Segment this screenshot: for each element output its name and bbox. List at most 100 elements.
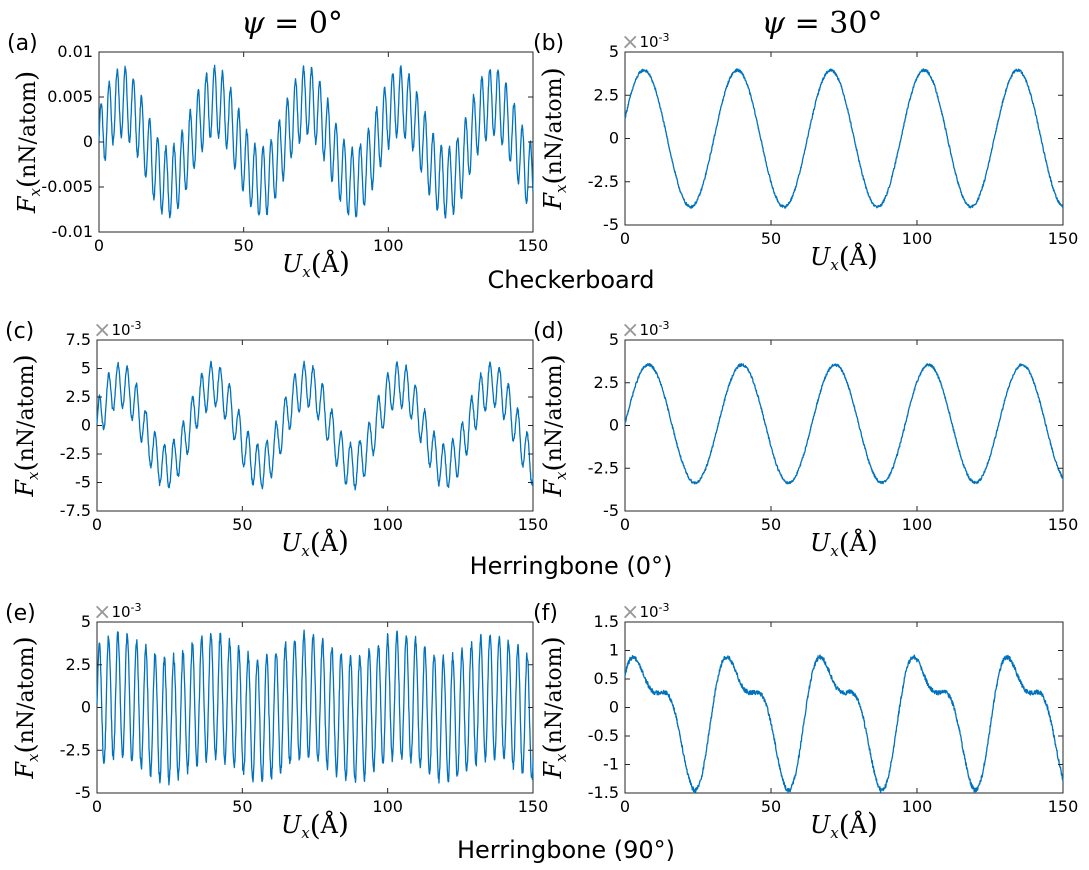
x-axis-sub-e: x [301, 824, 310, 842]
panel-b: 0 50 100 150-5-2.502.55(b) ×10-3Ux(Å)Fx(nN/a… [533, 30, 1078, 274]
y-axis-paren-close-c: ) [10, 354, 40, 364]
y-tick-label-a-0: -0.01 [52, 222, 93, 241]
x-axis-paren-close-d: ) [867, 525, 878, 558]
x-axis-paren-open-f: ( [839, 809, 850, 842]
y-tick-label-c-4: 2.5 [66, 387, 91, 406]
y-tick-label-d-4: 5 [609, 330, 619, 349]
x-axis-paren-open-d: ( [839, 527, 850, 560]
x-tick-label-f-0: 0 [620, 797, 630, 816]
x-axis-paren-open-a: ( [311, 248, 322, 281]
y-axis-var-f: F [539, 761, 567, 780]
panel-label-e: (e) [5, 601, 36, 626]
y-tick-label-b-3: 2.5 [594, 85, 619, 104]
x-tick-label-d-150: 150 [1048, 515, 1079, 534]
y-tick-label-c-6: 7.5 [66, 330, 91, 349]
x-axis-unit-a: Å [321, 249, 340, 278]
y-tick-label-f-4: 0.5 [594, 669, 619, 688]
y-tick-label-d-0: -5 [603, 501, 619, 520]
y-tick-label-c-3: 0 [81, 416, 91, 435]
x-tick-label-b-0: 0 [620, 229, 630, 248]
y-axis-label-d: Fx(nN/atom) [538, 354, 570, 497]
x-axis-unit-c: Å [320, 528, 339, 557]
x-tick-label-c-100: 100 [372, 515, 403, 534]
y-axis-label-f: Fx(nN/atom) [538, 636, 570, 779]
x-tick-label-d-100: 100 [902, 515, 933, 534]
exponent-base-c: 10 [111, 321, 130, 339]
y-axis-paren-close-f: ) [538, 636, 568, 646]
x-axis-label-c: Ux(Å) [281, 525, 349, 560]
x-axis-var-f: U [810, 811, 831, 839]
y-tick-label-a-2: 0 [83, 132, 93, 151]
y-tick-label-c-0: -7.5 [60, 501, 91, 520]
panel-e: 0 50 100 150-5-2.502.55(e) ×10-3Ux(Å)Fx(nN/a… [5, 600, 548, 842]
x-axis-sub-c: x [301, 542, 310, 560]
y-axis-label-c: Fx(nN/atom) [10, 354, 42, 497]
y-tick-label-e-4: 5 [81, 612, 91, 631]
y-tick-label-a-1: -0.005 [41, 177, 93, 196]
y-axis-unit-e: nN/atom [14, 646, 39, 743]
x-tick-label-a-100: 100 [373, 236, 404, 255]
x-tick-label-c-0: 0 [92, 515, 102, 534]
x-axis-var-c: U [281, 529, 302, 557]
x-axis-var-b: U [810, 243, 831, 271]
x-axis-paren-close-b: ) [867, 239, 878, 272]
y-tick-label-d-3: 2.5 [594, 373, 619, 392]
y-tick-label-d-2: 0 [609, 416, 619, 435]
x-axis-label-b: Ux(Å) [810, 239, 878, 274]
x-tick-label-e-100: 100 [372, 797, 403, 816]
y-tick-label-f-6: 1.5 [594, 612, 619, 631]
y-axis-sub-d: x [552, 471, 570, 480]
exponent-f: ×10-3 [621, 600, 670, 625]
row-title-herringbone-90: Herringbone (90°) [457, 836, 675, 864]
x-axis-label-d: Ux(Å) [810, 525, 878, 560]
x-axis-paren-close-a: ) [339, 246, 350, 279]
x-axis-var-d: U [810, 529, 831, 557]
y-axis-unit-a: nN/atom [16, 81, 41, 178]
y-axis-paren-open-e: ( [11, 743, 41, 753]
x-tick-label-d-50: 50 [761, 515, 781, 534]
x-axis-var-e: U [281, 811, 302, 839]
x-tick-label-b-50: 50 [761, 229, 781, 248]
y-tick-label-f-2: -0.5 [588, 726, 619, 745]
y-tick-label-f-0: -1.5 [588, 783, 619, 802]
panel-label-b: (b) [533, 31, 564, 56]
y-axis-label-e: Fx(nN/atom) [10, 636, 42, 779]
y-axis-paren-open-c: ( [11, 461, 41, 471]
y-axis-paren-open-d: ( [539, 461, 569, 471]
y-tick-label-f-1: -1 [603, 755, 619, 774]
exponent-base-f: 10 [639, 603, 658, 621]
y-axis-unit-f: nN/atom [542, 646, 567, 743]
data-line-a [98, 64, 534, 219]
y-tick-label-b-4: 5 [609, 42, 619, 61]
y-axis-unit-b: nN/atom [542, 77, 567, 174]
plot-area-c [96, 339, 534, 512]
x-axis-unit-e: Å [320, 810, 339, 839]
column-title-psi-0: ψ = 0° [241, 6, 343, 41]
exponent-power-c: -3 [131, 319, 142, 332]
y-axis-unit-d: nN/atom [542, 364, 567, 461]
row-title-herringbone-0: Herringbone (0°) [470, 552, 673, 580]
exponent-base-d: 10 [639, 321, 658, 339]
y-axis-sub-c: x [24, 471, 42, 480]
x-axis-unit-f: Å [849, 810, 868, 839]
panel-c: 0 50 100 150-7.5-5-2.502.557.5(c) ×10-3Ux(Å)… [5, 318, 548, 560]
x-tick-label-c-150: 150 [518, 515, 549, 534]
y-tick-label-e-3: 2.5 [66, 655, 91, 674]
data-line-c [96, 360, 534, 491]
y-tick-label-b-1: -2.5 [588, 172, 619, 191]
row-title-checkerboard: Checkerboard [488, 266, 655, 294]
exponent-e: ×10-3 [93, 600, 142, 625]
plot-area-d [624, 339, 1064, 512]
y-axis-sub-a: x [26, 188, 44, 197]
x-tick-label-b-150: 150 [1048, 229, 1079, 248]
plot-area-f [624, 621, 1064, 794]
data-line-f [624, 654, 1064, 794]
y-tick-label-c-1: -5 [75, 473, 91, 492]
y-axis-sub-b: x [552, 184, 570, 193]
x-tick-label-a-0: 0 [94, 236, 104, 255]
x-axis-paren-open-c: ( [310, 527, 321, 560]
x-tick-label-a-50: 50 [233, 236, 253, 255]
x-tick-label-f-50: 50 [761, 797, 781, 816]
y-tick-label-f-3: 0 [609, 698, 619, 717]
